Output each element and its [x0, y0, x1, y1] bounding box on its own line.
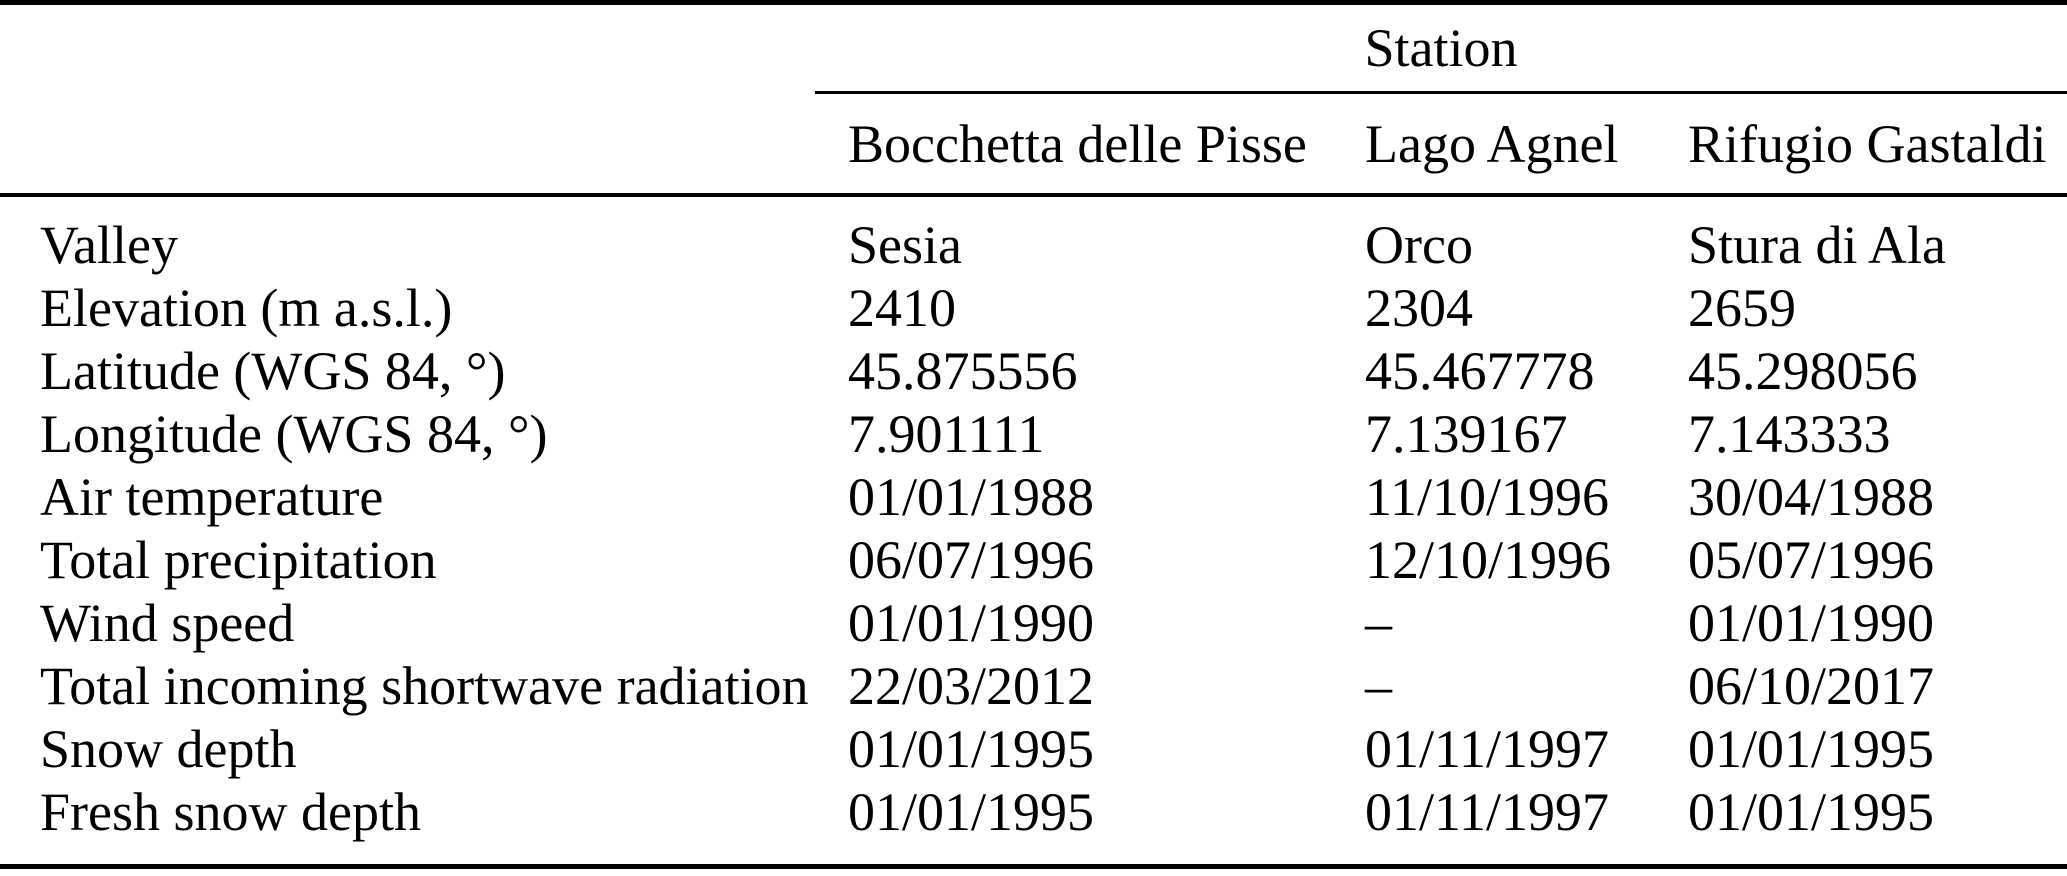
table-row: Wind speed 01/01/1990 – 01/01/1990 — [0, 591, 2067, 654]
row-value: 06/07/1996 — [848, 529, 1095, 590]
table-row: Longitude (WGS 84, °) 7.901111 7.139167 7.1… — [0, 402, 2067, 465]
table-top-rule — [0, 0, 2067, 5]
row-value: 11/10/1996 — [1365, 466, 1610, 527]
row-value: 7.143333 — [1688, 403, 1891, 464]
station-group-rule — [815, 91, 2067, 94]
row-value: – — [1365, 655, 1392, 716]
row-value: Stura di Ala — [1688, 214, 1946, 275]
row-value: 01/01/1990 — [848, 592, 1095, 653]
table-row: Latitude (WGS 84, °) 45.875556 45.467778 45… — [0, 339, 2067, 402]
row-value: 01/01/1995 — [1688, 718, 1935, 779]
table-row: Air temperature 01/01/1988 11/10/1996 30/04… — [0, 465, 2067, 528]
row-label: Total incoming shortwave radiation — [40, 655, 809, 716]
column-header-rifugio-gastaldi: Rifugio Gastaldi — [1688, 113, 2047, 174]
row-value: 7.901111 — [848, 403, 1045, 464]
row-value: – — [1365, 592, 1392, 653]
row-value: Orco — [1365, 214, 1473, 275]
row-label: Air temperature — [40, 466, 384, 527]
row-value: 01/01/1995 — [1688, 781, 1935, 842]
row-value: 01/01/1995 — [848, 718, 1095, 779]
table-bottom-rule — [0, 864, 2067, 869]
column-header-lago-agnel: Lago Agnel — [1365, 113, 1619, 174]
table-row: Total incoming shortwave radiation 22/03/… — [0, 654, 2067, 717]
row-value: 01/11/1997 — [1365, 781, 1610, 842]
table-row: Total precipitation 06/07/1996 12/10/1996 0… — [0, 528, 2067, 591]
table-row: Fresh snow depth 01/01/1995 01/11/1997 01/0… — [0, 780, 2067, 843]
table-body: Valley Sesia Orco Stura di Ala Elevation (m … — [0, 197, 2067, 864]
column-header-row: Bocchetta delle Pisse Lago Agnel Rifugio… — [0, 94, 2067, 193]
row-label: Total precipitation — [40, 529, 437, 590]
row-value: 12/10/1996 — [1365, 529, 1612, 590]
row-label: Latitude (WGS 84, °) — [40, 340, 506, 401]
table-row: Elevation (m a.s.l.) 2410 2304 2659 — [0, 276, 2067, 339]
station-group-title: Station — [1364, 18, 1518, 78]
row-label: Fresh snow depth — [40, 781, 421, 842]
row-value: 45.875556 — [848, 340, 1078, 401]
row-value: 2410 — [848, 277, 956, 338]
row-label: Wind speed — [40, 592, 295, 653]
station-group-header-row: Station — [0, 5, 2067, 91]
row-label: Elevation (m a.s.l.) — [40, 277, 453, 338]
row-value: 01/01/1988 — [848, 466, 1095, 527]
row-value: 45.298056 — [1688, 340, 1918, 401]
row-value: 30/04/1988 — [1688, 466, 1935, 527]
row-value: Sesia — [848, 214, 962, 275]
row-value: 01/01/1990 — [1688, 592, 1935, 653]
row-label: Snow depth — [40, 718, 297, 779]
row-value: 05/07/1996 — [1688, 529, 1935, 590]
row-value: 01/11/1997 — [1365, 718, 1610, 779]
row-value: 7.139167 — [1365, 403, 1568, 464]
header-body-rule — [0, 193, 2067, 197]
row-label: Valley — [40, 214, 178, 275]
row-value: 06/10/2017 — [1688, 655, 1935, 716]
row-value: 01/01/1995 — [848, 781, 1095, 842]
row-value: 45.467778 — [1365, 340, 1595, 401]
row-value: 2304 — [1365, 277, 1473, 338]
table-row: Valley Sesia Orco Stura di Ala — [0, 213, 2067, 276]
row-label: Longitude (WGS 84, °) — [40, 403, 548, 464]
row-value: 22/03/2012 — [848, 655, 1095, 716]
table-row: Snow depth 01/01/1995 01/11/1997 01/01/1995 — [0, 717, 2067, 780]
row-value: 2659 — [1688, 277, 1796, 338]
column-header-bocchetta-delle-pisse: Bocchetta delle Pisse — [848, 113, 1307, 174]
